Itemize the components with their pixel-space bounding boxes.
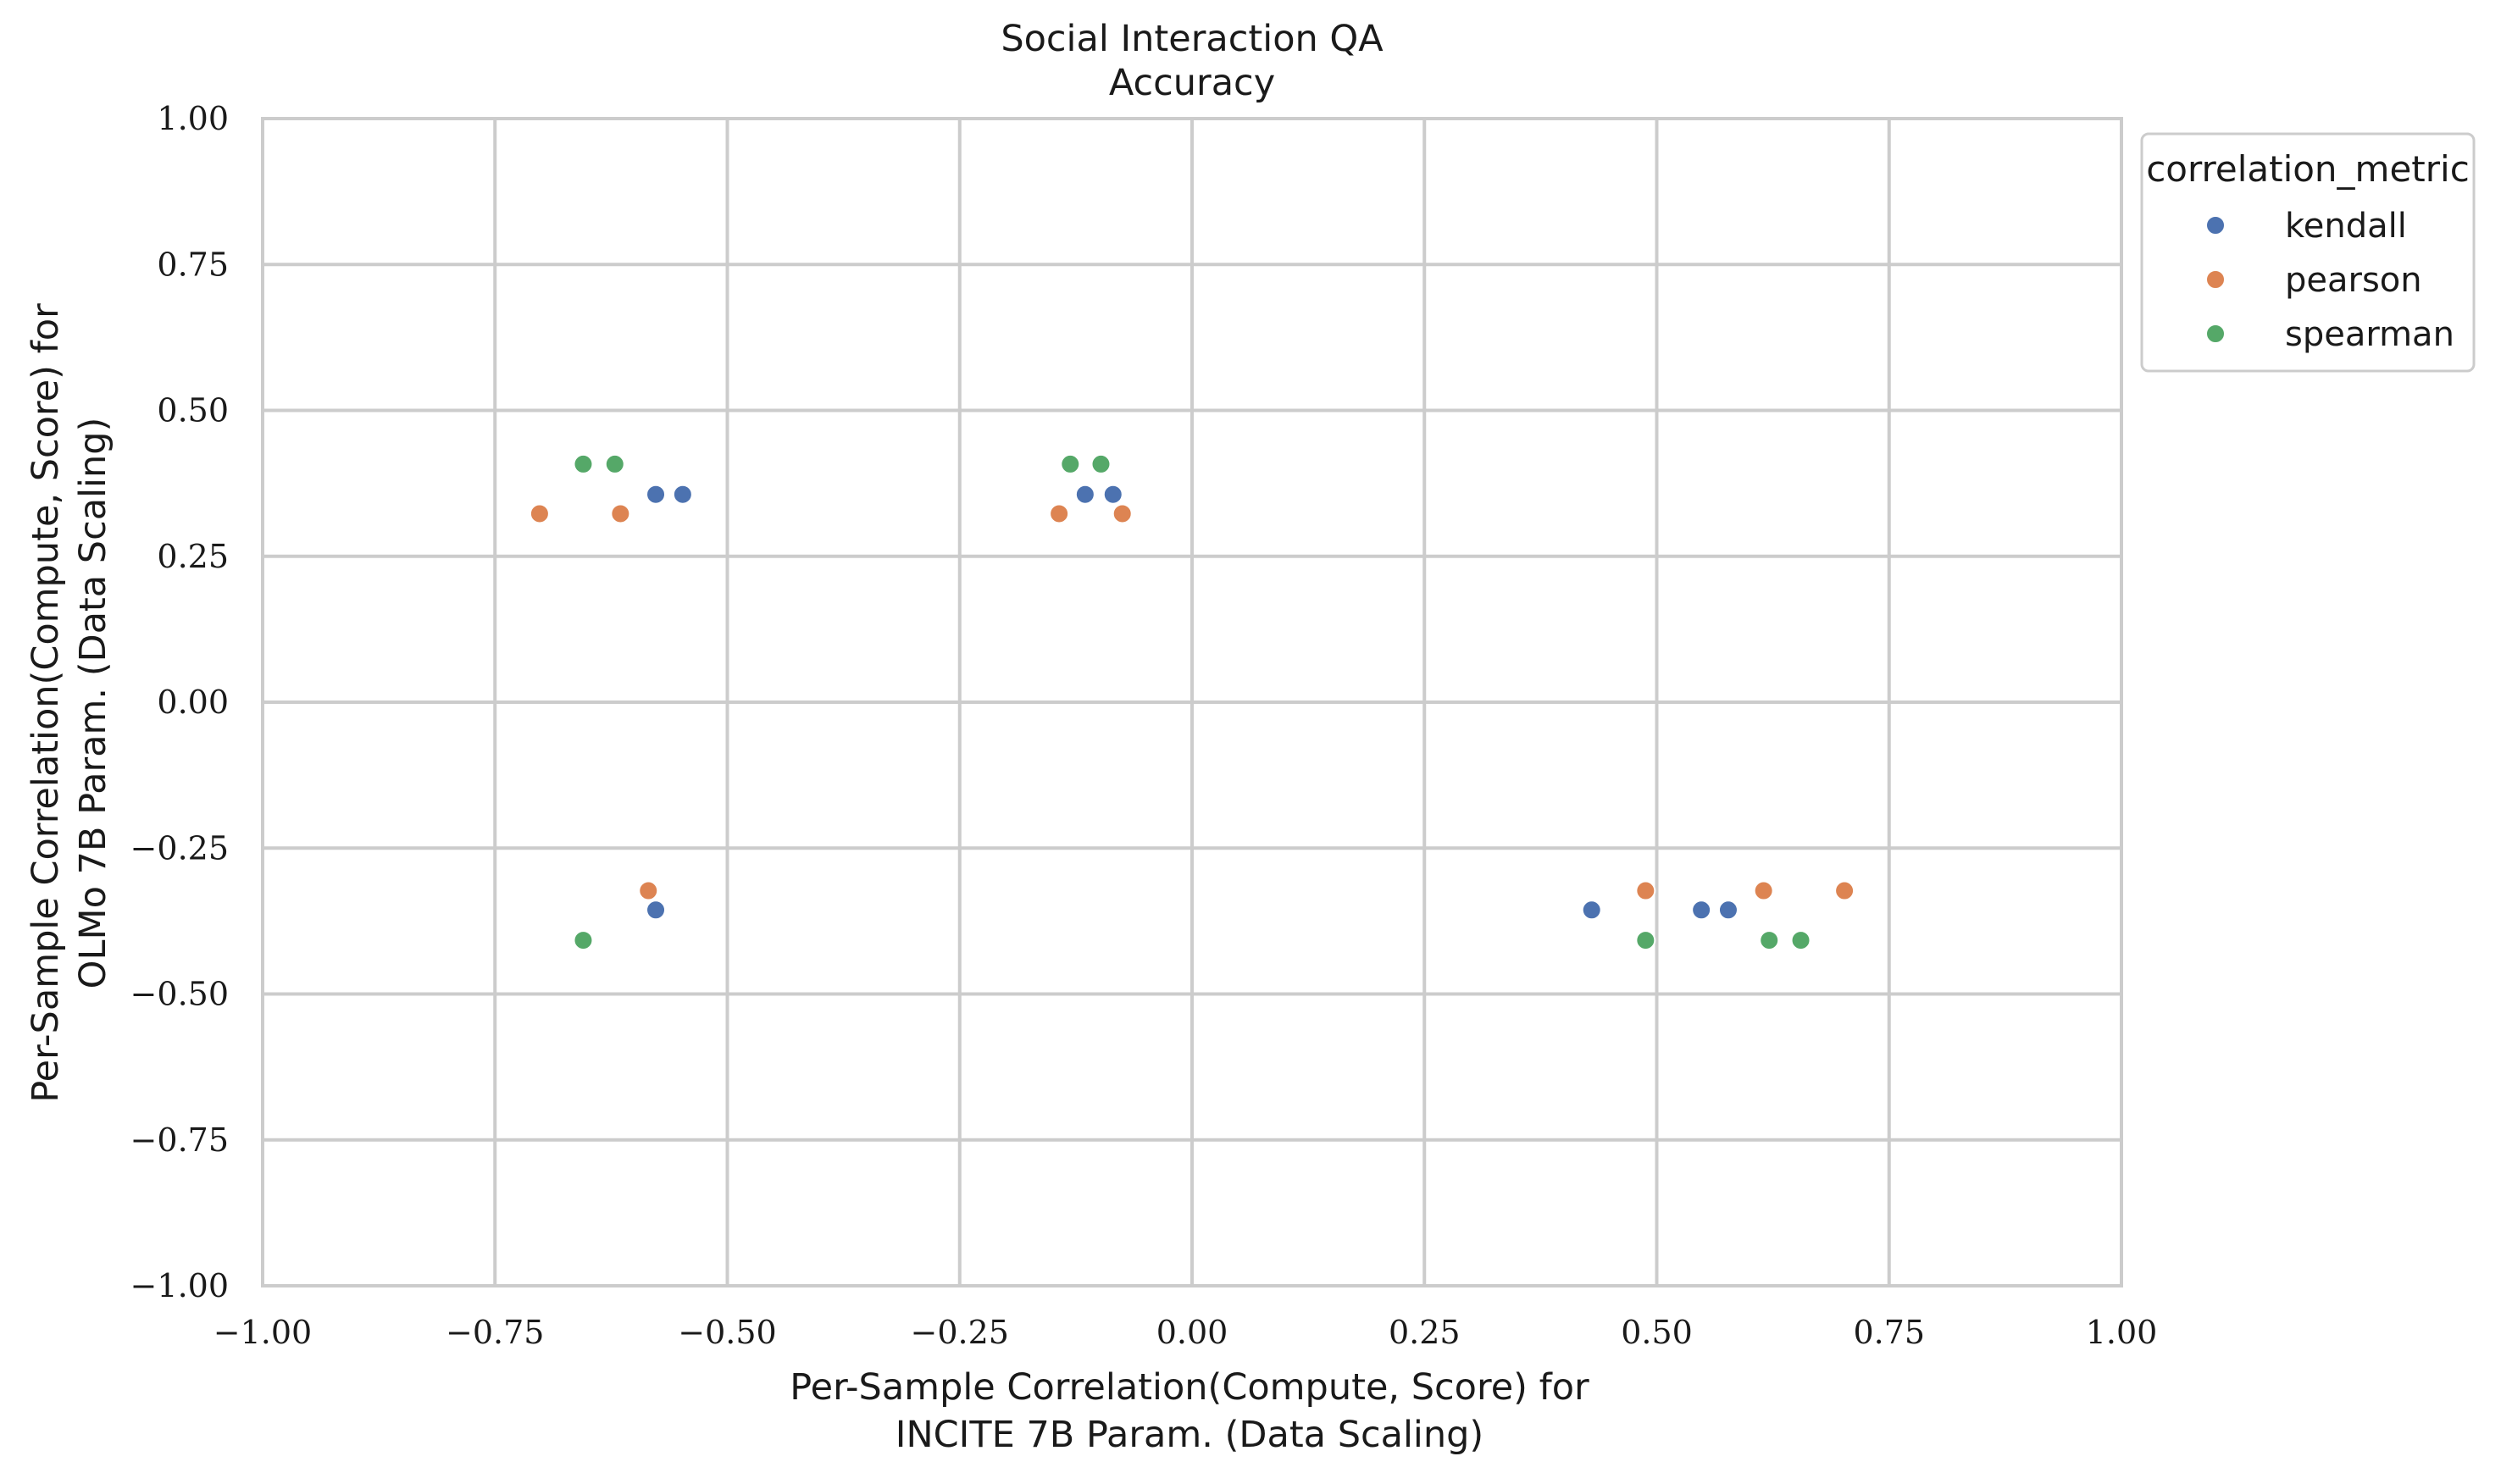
x-axis-label-line-1: Per-Sample Correlation(Compute, Score) f… bbox=[790, 1366, 1589, 1409]
y-tick-label: −0.75 bbox=[130, 1121, 229, 1159]
x-tick-label: −1.00 bbox=[214, 1314, 312, 1351]
data-point-spearman bbox=[573, 453, 594, 474]
data-point-kendall bbox=[646, 484, 667, 505]
data-point-kendall bbox=[1717, 900, 1738, 921]
y-tick-label: −0.25 bbox=[130, 829, 229, 867]
data-point-spearman bbox=[1790, 930, 1811, 951]
data-point-pearson bbox=[1112, 503, 1133, 524]
x-tick-label: 0.25 bbox=[1389, 1314, 1461, 1351]
data-point-kendall bbox=[1581, 900, 1602, 921]
data-point-spearman bbox=[1635, 930, 1656, 951]
y-tick-label: 0.50 bbox=[157, 392, 229, 429]
x-tick-label: 0.00 bbox=[1156, 1314, 1228, 1351]
chart-title: Social Interaction QA bbox=[1001, 18, 1384, 60]
y-axis-label-line-1: Per-Sample Correlation(Compute, Score) f… bbox=[25, 303, 67, 1103]
data-point-kendall bbox=[1102, 484, 1123, 505]
y-tick-label: 1.00 bbox=[157, 100, 229, 137]
data-point-spearman bbox=[573, 930, 594, 951]
x-tick-label: 0.50 bbox=[1621, 1314, 1693, 1351]
data-point-pearson bbox=[610, 503, 631, 524]
plot-area-frame bbox=[261, 117, 2123, 1287]
legend-marker-spearman bbox=[2205, 324, 2226, 344]
x-tick-label: 0.75 bbox=[1853, 1314, 1925, 1351]
data-point-kendall bbox=[672, 484, 693, 505]
legend: correlation_metric kendall pearson spearma… bbox=[2140, 132, 2476, 373]
chart-subtitle: Accuracy bbox=[1109, 62, 1275, 104]
data-point-kendall bbox=[1074, 484, 1095, 505]
data-point-pearson bbox=[1834, 880, 1855, 901]
y-axis-label-line-2: OLMo 7B Param. (Data Scaling) bbox=[72, 418, 114, 989]
y-tick-label: −1.00 bbox=[130, 1267, 229, 1304]
data-point-kendall bbox=[646, 900, 667, 921]
data-point-pearson bbox=[529, 503, 550, 524]
grid-lines bbox=[261, 117, 2123, 1287]
y-tick-label: 0.25 bbox=[157, 538, 229, 575]
data-points bbox=[529, 453, 1855, 951]
legend-label-pearson: pearson bbox=[2285, 261, 2422, 300]
data-point-pearson bbox=[1049, 503, 1070, 524]
x-tick-label: 1.00 bbox=[2086, 1314, 2158, 1351]
legend-box bbox=[2140, 132, 2476, 373]
legend-marker-kendall bbox=[2205, 215, 2226, 235]
legend-title: correlation_metric bbox=[2146, 148, 2470, 190]
legend-items: kendall pearson spearman bbox=[2205, 207, 2454, 354]
data-point-pearson bbox=[1753, 880, 1774, 901]
legend-label-spearman: spearman bbox=[2285, 315, 2454, 354]
data-point-pearson bbox=[638, 880, 659, 901]
data-point-spearman bbox=[1090, 453, 1112, 474]
legend-label-kendall: kendall bbox=[2285, 207, 2407, 246]
y-tick-label: −0.50 bbox=[130, 976, 229, 1013]
data-point-spearman bbox=[1759, 930, 1780, 951]
x-tick-label: −0.25 bbox=[911, 1314, 1009, 1351]
y-tick-labels: −1.00 −0.75 −0.50 −0.25 0.00 0.25 0.50 0.75 1.00 bbox=[130, 100, 229, 1304]
x-axis-label-line-2: INCITE 7B Param. (Data Scaling) bbox=[896, 1414, 1483, 1456]
x-tick-labels: −1.00 −0.75 −0.50 −0.25 0.00 0.25 0.50 0.75 1.00 bbox=[214, 1314, 2158, 1351]
y-tick-label: 0.75 bbox=[157, 246, 229, 283]
x-tick-label: −0.50 bbox=[678, 1314, 776, 1351]
data-point-kendall bbox=[1691, 900, 1712, 921]
data-point-spearman bbox=[1060, 453, 1081, 474]
data-point-spearman bbox=[604, 453, 625, 474]
x-tick-label: −0.75 bbox=[446, 1314, 544, 1351]
y-tick-label: 0.00 bbox=[157, 684, 229, 721]
legend-marker-pearson bbox=[2205, 269, 2226, 290]
data-point-pearson bbox=[1635, 880, 1656, 901]
